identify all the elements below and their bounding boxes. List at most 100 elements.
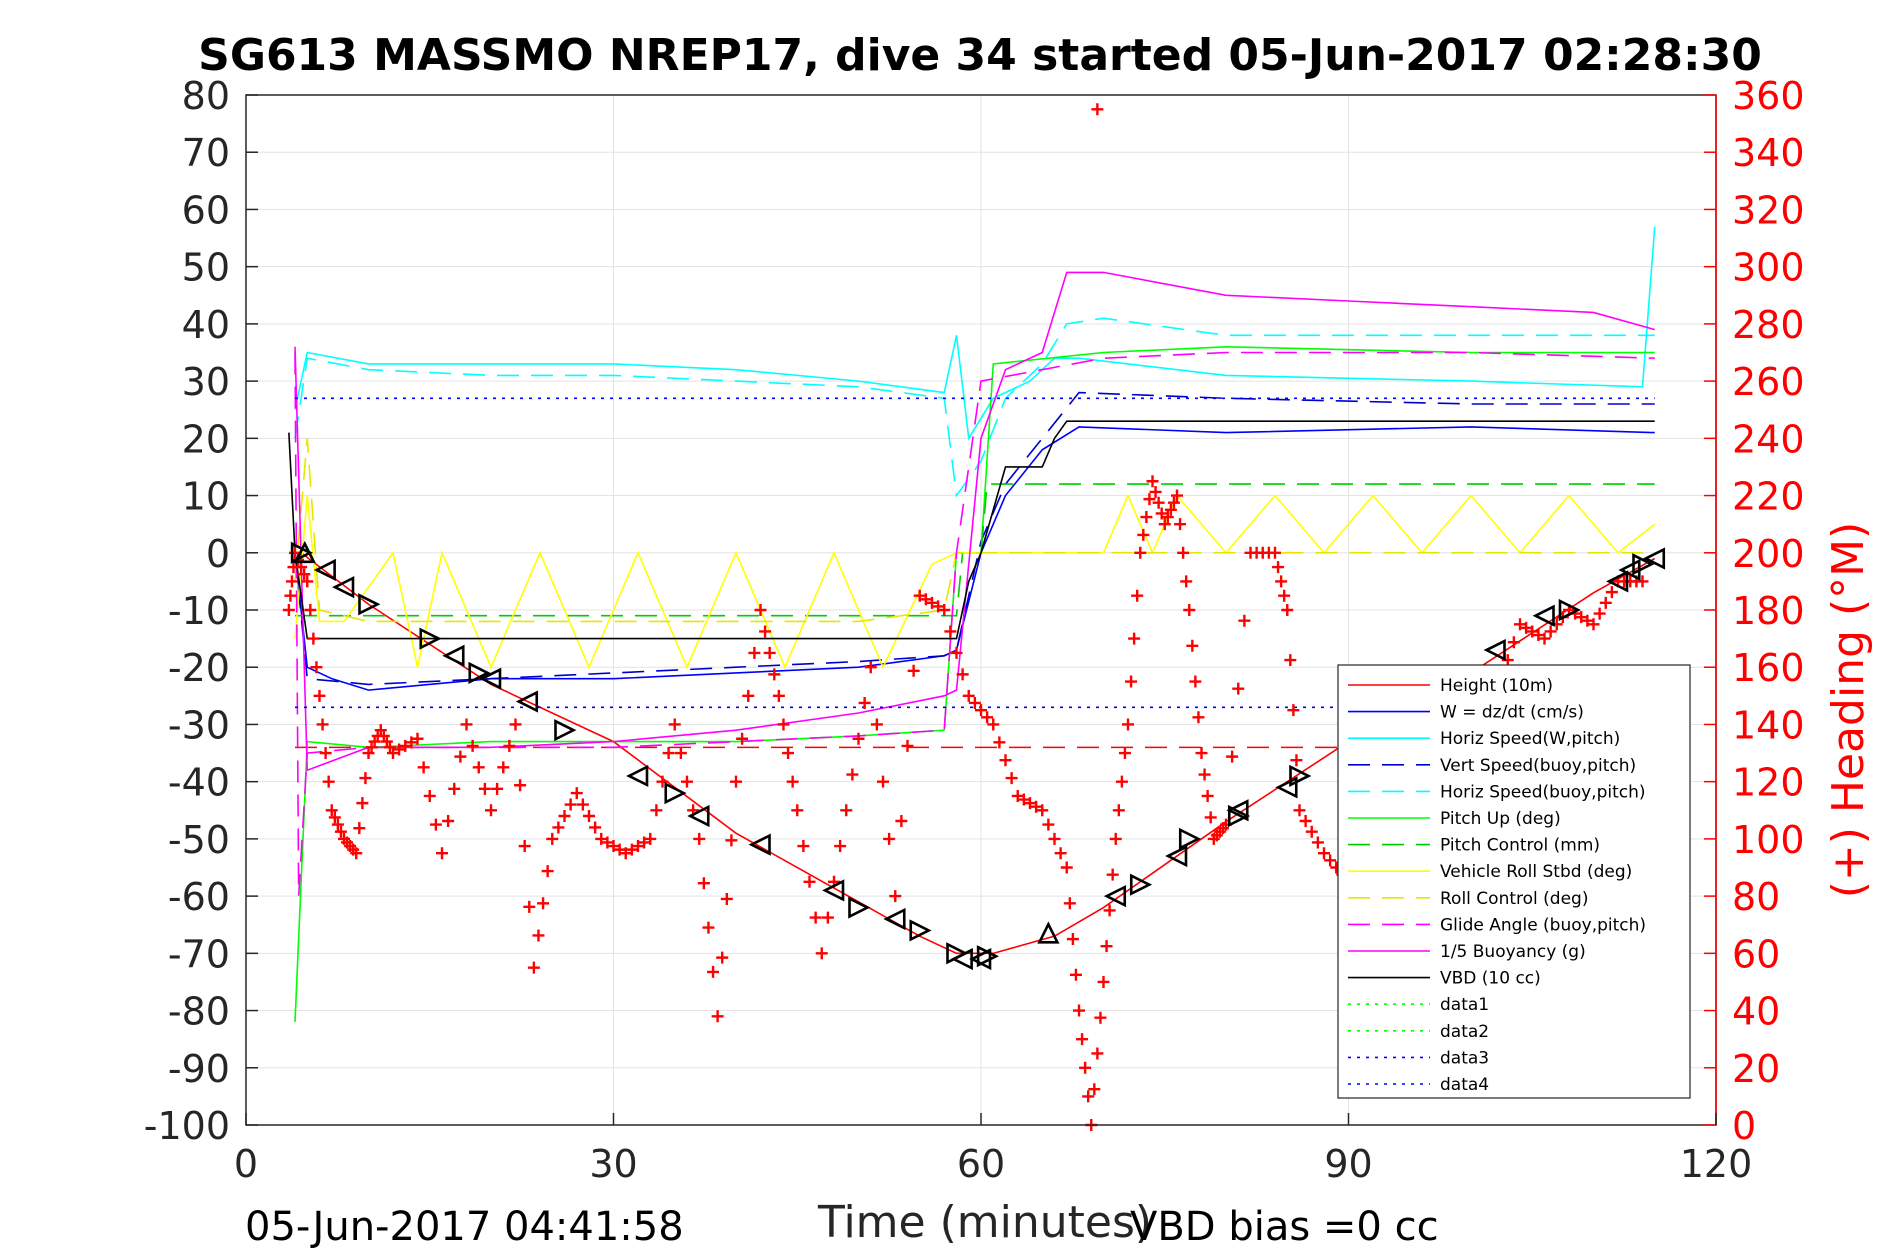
- heading-point: [411, 732, 424, 745]
- legend-label-4: Vert Speed(buoy,pitch): [1440, 756, 1636, 776]
- heading-point: [485, 804, 497, 817]
- y-right-tick-label: 280: [1732, 303, 1805, 347]
- heading-point: [619, 847, 632, 860]
- heading-point: [284, 589, 297, 602]
- triangle-marker-left: [515, 690, 539, 713]
- heading-point: [417, 761, 430, 774]
- heading-layer: [282, 103, 1649, 1131]
- heading-point: [702, 921, 715, 934]
- heading-point: [1109, 832, 1122, 845]
- heading-point: [1082, 1090, 1095, 1103]
- heading-point: [607, 840, 620, 853]
- heading-point: [1177, 546, 1190, 559]
- y-right-tick-label: 140: [1732, 703, 1805, 747]
- y-tick-label: 70: [182, 131, 230, 175]
- y-tick-label: -20: [168, 646, 230, 690]
- heading-point: [322, 775, 335, 788]
- heading-point: [1155, 507, 1168, 520]
- heading-point: [1131, 589, 1144, 602]
- heading-point: [932, 600, 945, 613]
- footer-vbd-bias: VBD bias =0 cc: [1130, 1204, 1439, 1250]
- y-tick-label: 60: [182, 188, 230, 232]
- heading-point: [901, 739, 914, 752]
- bottom-axis: 0 30 60 90 120: [234, 1113, 1752, 1186]
- legend: Height (10m) W = dz/dt (cm/s) Horiz Speed(…: [1337, 664, 1691, 1099]
- triangle-marker-left: [822, 879, 845, 902]
- triangle-marker-left: [332, 576, 355, 599]
- triangle-marker-right: [664, 782, 687, 805]
- heading-point: [697, 877, 710, 890]
- heading-point: [632, 840, 644, 853]
- heading-point: [537, 897, 550, 910]
- heading-point: [423, 789, 436, 802]
- x-tick-label: 0: [234, 1142, 258, 1186]
- heading-point: [895, 815, 908, 828]
- heading-point: [532, 929, 545, 942]
- y-tick-label: -90: [168, 1047, 230, 1091]
- triangle-marker-left: [442, 644, 465, 667]
- heading-point: [716, 951, 729, 964]
- heading-point: [1100, 940, 1113, 953]
- heading-point: [552, 821, 565, 834]
- heading-point: [846, 768, 859, 781]
- heading-point: [1134, 546, 1147, 559]
- y-tick-label: 20: [182, 417, 230, 461]
- heading-point: [1174, 518, 1187, 531]
- legend-box: [1337, 664, 1691, 1099]
- y-right-tick-label: 40: [1732, 990, 1780, 1034]
- heading-point: [564, 798, 577, 811]
- heading-point: [1137, 528, 1150, 541]
- heading-point: [883, 832, 896, 845]
- legend-label-8: Vehicle Roll Stbd (deg): [1440, 862, 1632, 882]
- heading-point: [466, 739, 479, 752]
- heading-point: [975, 704, 987, 717]
- heading-point: [730, 775, 742, 788]
- heading-point: [583, 810, 595, 822]
- triangle-marker-left: [1275, 776, 1298, 799]
- heading-point: [393, 743, 406, 756]
- heading-point: [1281, 604, 1294, 616]
- heading-point: [1106, 868, 1119, 881]
- series-line-9: [294, 438, 1655, 623]
- heading-point: [313, 689, 326, 702]
- triangle-marker-left: [1483, 638, 1506, 662]
- heading-point: [1076, 1033, 1089, 1046]
- heading-point: [478, 782, 491, 795]
- heading-point: [889, 890, 902, 903]
- triangle-marker-left: [883, 907, 906, 931]
- heading-point: [772, 689, 785, 702]
- heading-point: [1183, 604, 1196, 616]
- heading-point: [962, 689, 975, 702]
- heading-point: [497, 761, 510, 774]
- legend-label-2: W = dz/dt (cm/s): [1440, 703, 1584, 723]
- y-tick-label: 10: [182, 475, 230, 519]
- triangle-marker-right: [468, 661, 491, 685]
- heading-point: [1532, 629, 1545, 642]
- heading-point: [1048, 832, 1061, 845]
- triangle-marker-left: [479, 667, 502, 690]
- heading-point: [707, 965, 720, 978]
- heading-point: [1011, 789, 1024, 802]
- triangle-marker-right: [1178, 827, 1202, 850]
- heading-point: [821, 911, 834, 924]
- heading-point: [1269, 546, 1281, 559]
- heading-point: [307, 632, 320, 645]
- y-right-tick-label: 240: [1732, 417, 1805, 461]
- heading-point: [1140, 511, 1153, 524]
- series-line-3: [294, 226, 1656, 441]
- heading-point: [331, 818, 344, 831]
- heading-point: [503, 739, 516, 752]
- y-right-tick-label: 340: [1732, 131, 1805, 175]
- heading-point: [693, 832, 706, 845]
- heading-point: [546, 832, 559, 845]
- heading-point: [956, 668, 969, 681]
- triangle-marker-right: [848, 896, 871, 919]
- heading-point: [1599, 596, 1612, 609]
- heading-point: [1192, 711, 1205, 724]
- heading-point: [638, 836, 651, 849]
- heading-point: [840, 804, 853, 817]
- footer-timestamp: 05-Jun-2017 04:41:58: [245, 1204, 684, 1250]
- y-right-tick-label: 180: [1732, 589, 1805, 633]
- heading-point: [1575, 611, 1588, 624]
- heading-point: [353, 822, 366, 835]
